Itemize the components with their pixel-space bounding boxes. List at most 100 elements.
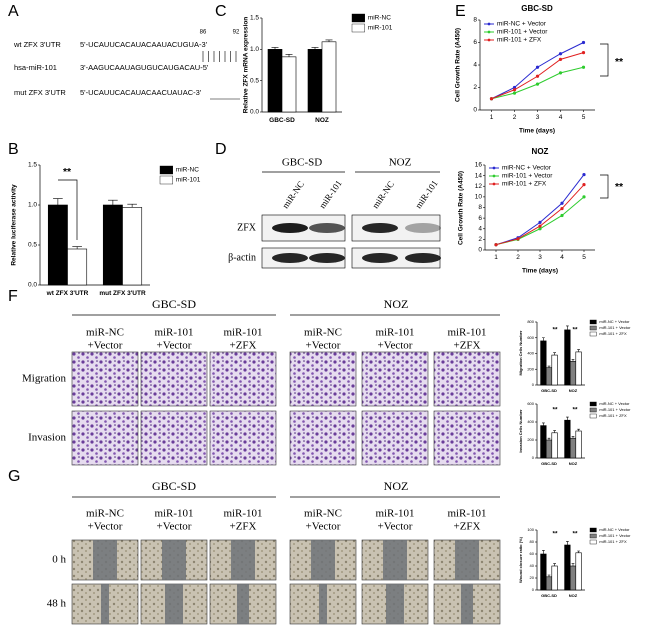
legend-label: miR-101 + ZFX [497,37,542,44]
y-tick-label: 200 [527,437,534,442]
legend-label: miR-101 [368,25,393,32]
y-axis-title: Relative luciferase activity [11,184,18,266]
legend-marker [492,182,496,186]
annotation: ** [573,407,578,414]
y-axis-title: Cell Growth Rate (A450) [455,28,462,102]
legend-marker [492,166,496,170]
y-tick-label: 0.5 [250,77,259,84]
panel-letter: B [8,141,19,158]
marker [558,57,563,61]
bar [47,204,68,286]
column-label: miR-NC [304,327,342,339]
error-bar [127,203,137,208]
lane-label: miR-NC [280,179,306,210]
bracket [600,174,609,199]
wound-gap [386,584,404,624]
annotation: ** [573,531,578,538]
column-label: miR-101 [447,327,486,339]
marker [512,91,517,95]
y-tick-label: 400 [527,419,534,424]
y-tick-label: 0.0 [250,109,259,116]
row-label: 0 h [52,554,66,566]
y-tick-label: 6 [473,39,477,46]
legend-label: miR-101 + Vector [497,29,548,36]
x-tick-label: 5 [582,114,586,121]
bar [575,351,582,386]
y-tick-label: 0 [532,587,535,592]
bar [564,329,571,386]
group-label: GBC-SD [152,479,196,493]
wound-gap [237,584,249,624]
bar [569,437,577,459]
blot-band [272,253,308,263]
x-tick-label: 5 [582,254,586,261]
blot-band [362,253,398,263]
x-tick-label: wt ZFX 3'UTR [46,290,89,297]
lane-label: miR-NC [370,179,396,210]
y-tick-label: 8 [473,17,477,24]
y-tick-label: 12 [475,183,483,190]
micrograph [71,410,139,466]
error-bar [571,563,575,566]
y-tick-label: 100 [527,527,534,532]
wound-gap [383,540,407,580]
y-tick-label: 1.0 [28,202,37,209]
error-bar [271,47,279,50]
x-tick-label: 1 [490,114,494,121]
micrograph [361,351,429,407]
bar [551,432,558,459]
error-bar [542,422,545,426]
micrograph [289,410,357,466]
error-bar [577,428,580,431]
column-label: +Vector [378,521,413,533]
column-label: +Vector [306,340,341,352]
x-axis-title: Time (days) [519,128,555,135]
column-label: miR-101 [154,508,193,520]
marker [535,82,540,86]
marker [512,85,517,90]
error-bar [53,198,63,205]
chart-title: GBC-SD [521,4,553,13]
wound-gap [461,584,473,624]
marker [558,52,563,56]
column-label: +ZFX [230,521,257,533]
error-bar [542,550,545,554]
y-axis-title: Wound closure ratio (%) [518,536,523,583]
error-bar [547,574,551,577]
error-bar [577,349,580,352]
y-tick-label: 1.5 [250,15,259,22]
blot-label: ZFX [237,222,257,233]
row-label: 48 h [47,598,67,610]
x-tick-label: GBC-SD [541,461,557,466]
legend-label: miR-101 + Vector [599,533,631,538]
wound-gap [165,584,183,624]
group-label: NOZ [389,157,412,169]
marker [538,224,542,228]
legend-swatch [589,331,597,337]
marker [489,97,494,101]
x-tick-label: 1 [494,254,498,261]
chart-title: NOZ [532,147,549,156]
legend-label: miR-101 + Vector [502,173,553,180]
legend-swatch [159,165,174,175]
x-tick-label: 4 [559,114,563,121]
wound-gap [319,584,327,624]
bar [540,553,547,591]
bar [545,367,553,386]
y-tick-label: 60 [530,551,535,556]
bar [545,439,553,459]
x-tick-label: mut ZFX 3'UTR [99,290,146,297]
error-bar [566,541,569,545]
error-bar [547,365,551,368]
legend-swatch [159,175,174,185]
row-label: mut ZFX 3'UTR [14,88,66,97]
error-bar [285,54,293,57]
y-tick-label: 16 [475,162,483,169]
x-tick-label: NOZ [315,117,329,124]
legend-label: miR-NC [368,15,391,22]
y-tick-label: 1.0 [250,46,259,53]
bar [102,204,123,286]
error-bar [553,430,556,433]
legend-label: miR-101 + Vector [599,325,631,330]
